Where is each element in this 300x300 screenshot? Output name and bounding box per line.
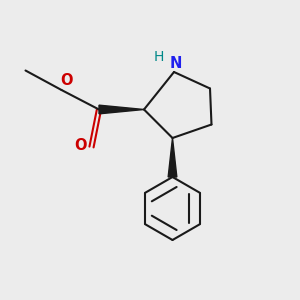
Polygon shape xyxy=(99,105,144,114)
Text: H: H xyxy=(154,50,164,64)
Text: O: O xyxy=(61,73,73,88)
Text: N: N xyxy=(169,56,182,71)
Polygon shape xyxy=(168,138,177,177)
Text: O: O xyxy=(74,138,86,153)
